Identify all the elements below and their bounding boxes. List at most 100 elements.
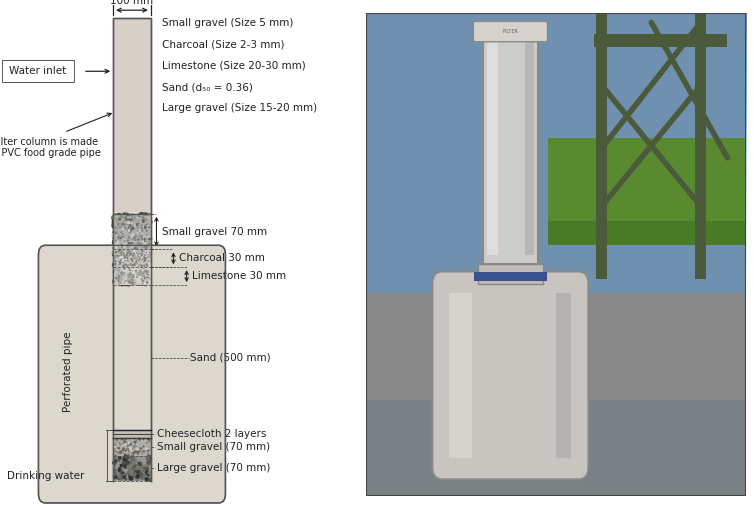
Point <box>140 475 152 483</box>
Point <box>135 263 147 271</box>
Point <box>136 262 148 270</box>
Point <box>130 217 143 225</box>
Point <box>127 267 139 275</box>
Point <box>117 235 129 243</box>
Point <box>118 257 130 265</box>
Point <box>118 241 130 249</box>
Point <box>118 273 130 281</box>
Point <box>140 273 152 281</box>
Point <box>122 265 134 273</box>
Point <box>139 249 151 258</box>
Point <box>137 270 149 278</box>
Point <box>120 255 132 263</box>
Point <box>133 232 145 240</box>
Point <box>116 435 128 443</box>
Point <box>119 223 131 232</box>
Point <box>135 254 147 262</box>
Point <box>130 221 142 229</box>
Point <box>124 440 136 448</box>
Point <box>124 269 136 277</box>
Point <box>120 457 132 465</box>
Point <box>137 238 149 246</box>
Point <box>109 279 121 287</box>
Point <box>136 253 149 261</box>
Point <box>133 231 146 239</box>
Point <box>112 234 124 242</box>
Point <box>131 474 143 483</box>
Point <box>133 247 145 256</box>
Point <box>132 235 144 243</box>
Point <box>115 224 127 232</box>
Point <box>130 278 142 286</box>
Point <box>123 233 135 241</box>
Point <box>122 213 134 221</box>
Point <box>140 277 152 286</box>
Point <box>143 469 155 477</box>
Point <box>125 440 137 448</box>
Point <box>142 275 154 283</box>
Point <box>124 272 136 280</box>
Point <box>139 266 152 274</box>
Point <box>121 223 133 232</box>
Point <box>125 239 137 247</box>
Point <box>109 442 121 450</box>
Point <box>122 247 134 256</box>
Point <box>123 272 135 280</box>
Point <box>133 230 145 238</box>
Point <box>141 262 153 270</box>
Point <box>139 228 151 236</box>
Point <box>125 260 137 268</box>
Point <box>136 272 149 280</box>
Point <box>141 259 153 267</box>
Point <box>115 440 127 448</box>
Point <box>111 235 123 243</box>
Point <box>129 438 141 446</box>
Point <box>121 230 133 238</box>
Point <box>129 234 141 242</box>
Point <box>117 255 129 263</box>
Point <box>112 231 124 239</box>
Point <box>109 212 121 220</box>
Point <box>143 246 155 254</box>
Point <box>139 274 152 282</box>
Point <box>110 256 122 264</box>
Point <box>117 248 129 257</box>
Point <box>136 235 149 243</box>
Point <box>115 212 127 220</box>
Point <box>125 269 137 277</box>
Point <box>120 213 132 221</box>
Point <box>117 275 129 284</box>
Point <box>112 231 124 239</box>
Point <box>114 240 126 248</box>
Point <box>121 212 133 220</box>
Point <box>110 277 122 286</box>
Point <box>119 439 131 447</box>
Point <box>121 445 133 453</box>
Point <box>127 257 139 265</box>
Point <box>127 463 139 471</box>
Text: Charcoal (Size 2-3 mm): Charcoal (Size 2-3 mm) <box>162 39 284 49</box>
Point <box>130 265 142 273</box>
Point <box>136 275 149 284</box>
Point <box>113 258 125 266</box>
Point <box>136 213 148 221</box>
Point <box>112 253 124 261</box>
Point <box>114 234 126 242</box>
Point <box>124 234 136 242</box>
Point <box>118 217 130 225</box>
Point <box>112 237 124 245</box>
Point <box>118 271 130 279</box>
Point <box>118 225 130 233</box>
Point <box>109 463 121 471</box>
Bar <box>695 13 706 279</box>
Point <box>109 457 121 465</box>
Point <box>119 236 131 244</box>
Point <box>139 279 152 288</box>
Bar <box>113 18 151 214</box>
Point <box>110 223 122 232</box>
Point <box>109 220 121 229</box>
Point <box>118 248 130 257</box>
Point <box>120 259 132 267</box>
Point <box>126 271 138 279</box>
Bar <box>486 37 498 254</box>
